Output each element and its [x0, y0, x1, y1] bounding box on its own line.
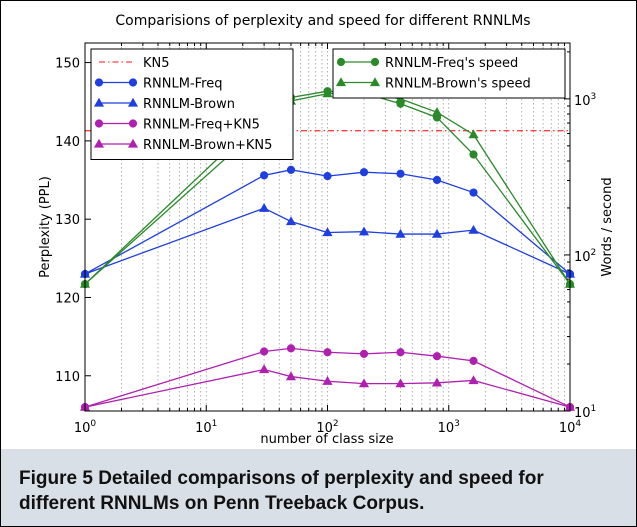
data-point-rnnlm-freq-kn5	[359, 349, 369, 358]
legend-marker	[335, 77, 347, 87]
legend-marker	[94, 78, 104, 87]
data-point-rnnlm-freq-kn5	[432, 352, 442, 361]
legend-box	[90, 48, 294, 160]
data-point-rnnlm-brown	[358, 226, 370, 236]
legend-marker	[93, 138, 105, 148]
y-left-tick-label: 130	[55, 213, 80, 228]
legend-marker	[336, 57, 346, 67]
data-point-rnnlm-freq	[323, 172, 332, 181]
data-point-rnnlm-brown-s-speed	[322, 88, 333, 98]
y-axis-label-right: Words / second	[600, 177, 615, 276]
legend-entry-label: RNNLM-Freq+KN5	[143, 118, 260, 133]
legend-marker	[127, 138, 139, 148]
x-tick-label: 103	[438, 419, 460, 436]
legend-box	[332, 48, 566, 99]
chart-title: Comparisions of perplexity and speed for…	[115, 13, 530, 29]
x-tick-label: 101	[195, 419, 217, 436]
data-point-rnnlm-brown	[431, 228, 443, 238]
chart: Comparisions of perplexity and speed for…	[38, 13, 615, 447]
data-point-rnnlm-freq	[432, 175, 442, 185]
data-point-rnnlm-brown	[259, 203, 270, 212]
data-point-rnnlm-freq-kn5	[323, 348, 332, 357]
y-left-tick-label: 150	[55, 57, 80, 72]
legend-entry-label: RNNLM-Brown's speed	[385, 77, 531, 92]
data-point-rnnlm-brown-kn5	[468, 375, 479, 385]
data-point-rnnlm-freq	[286, 165, 296, 174]
caption-body: Detailed comparisons of perplexity and s…	[19, 468, 544, 514]
figure-caption: Figure 5 Detailed comparisons of perplex…	[1, 449, 636, 526]
caption-text: Figure 5 Detailed comparisons of perplex…	[19, 466, 619, 516]
legend-marker	[128, 119, 138, 128]
y-right-tick-label: 101	[574, 404, 596, 421]
data-point-rnnlm-freq	[359, 168, 369, 177]
legend-entry-label: RNNLM-Brown	[143, 97, 235, 112]
legend-entry-label: RNNLM-Freq	[143, 77, 222, 92]
x-tick-label: 104	[559, 419, 582, 436]
legend-marker	[127, 97, 139, 107]
y-right-tick-label: 103	[574, 92, 596, 109]
legend-entry-label: RNNLM-Brown+KN5	[143, 138, 272, 153]
data-point-rnnlm-brown-kn5	[285, 371, 297, 381]
legend-marker	[94, 119, 104, 128]
data-point-rnnlm-brown-kn5	[358, 378, 370, 388]
y-right-tick-label: 102	[574, 248, 596, 265]
legend-marker	[369, 77, 381, 87]
data-point-rnnlm-brown-s-speed	[431, 107, 443, 116]
data-point-rnnlm-freq	[260, 171, 269, 180]
data-point-rnnlm-brown	[285, 216, 297, 226]
data-point-rnnlm-brown	[395, 228, 406, 238]
data-point-rnnlm-freq-kn5	[260, 347, 269, 356]
data-point-rnnlm-freq-kn5	[396, 348, 405, 357]
data-point-rnnlm-freq	[396, 169, 405, 178]
y-left-tick-label: 110	[55, 370, 80, 385]
data-point-rnnlm-brown	[322, 227, 333, 237]
legend-entry-label: RNNLM-Freq's speed	[385, 56, 518, 71]
legend-entry-label: KN5	[143, 56, 170, 71]
data-point-rnnlm-brown-kn5	[431, 377, 443, 387]
y-left-tick-label: 140	[55, 135, 80, 150]
x-axis-label: number of class size	[260, 432, 393, 447]
x-tick-label: 100	[74, 419, 97, 436]
x-tick-label: 102	[316, 419, 338, 436]
data-point-rnnlm-freq-kn5	[469, 356, 478, 365]
data-point-rnnlm-brown-kn5	[259, 364, 270, 374]
data-point-rnnlm-brown-kn5	[322, 376, 333, 385]
data-point-rnnlm-brown-s-speed	[468, 129, 479, 139]
data-point-rnnlm-brown-kn5	[395, 378, 406, 388]
y-axis-label-left: Perplexity (PPL)	[38, 176, 53, 278]
data-point-rnnlm-brown	[468, 224, 479, 234]
data-point-rnnlm-freq-kn5	[286, 344, 296, 353]
caption-label: Figure 5	[19, 468, 93, 489]
legend-marker	[128, 78, 138, 87]
data-point-rnnlm-freq	[469, 188, 478, 197]
legend-marker	[370, 57, 380, 67]
legend-marker	[93, 97, 105, 107]
y-left-tick-label: 120	[55, 291, 80, 306]
data-point-rnnlm-freq-s-speed	[469, 150, 478, 159]
